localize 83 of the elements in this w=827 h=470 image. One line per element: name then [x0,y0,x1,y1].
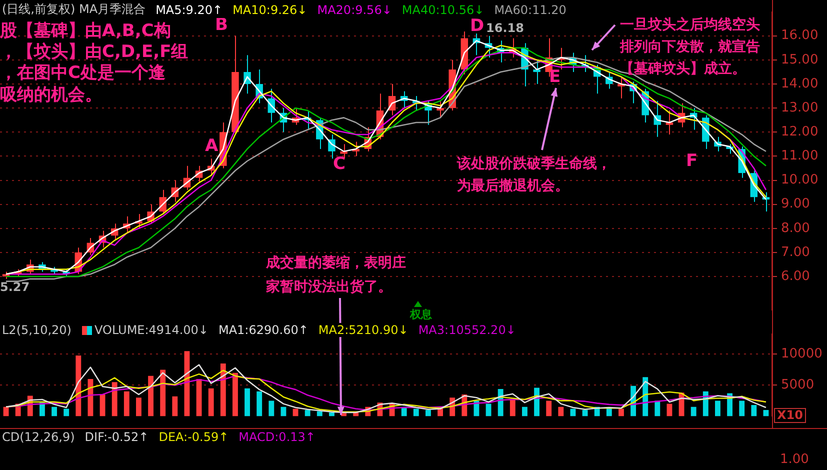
bar [172,396,178,416]
text: MA2:5210.90↓ [318,323,408,337]
bar [52,406,57,416]
y-tick-label: 10.00 [781,172,818,188]
bar [522,406,528,416]
bar [690,406,696,416]
candlestick [666,110,674,136]
chart-title: L2(5,10,20) [2,323,72,337]
annotation: 5.27 [0,280,30,294]
bar [316,411,322,416]
bar [546,400,552,416]
bar [268,400,274,416]
bar [220,364,226,416]
annotation: E [549,67,561,87]
bar [558,406,564,416]
annotation: 权息 [410,308,432,322]
text: MA20:9.56↓ [317,2,392,16]
bar [739,400,745,416]
annotation: C [333,154,346,174]
y-tick-label: 9.00 [781,196,810,212]
annotation: 该处股价跌破季生命线， [457,156,611,172]
text: X10 [774,408,806,424]
legend-label: VOLUME:4914.00↓ [94,323,208,337]
text: 1.00 [780,452,809,467]
text: DIF:-0.52↑ [84,430,149,444]
bar [64,408,70,416]
text: MA5:9.20↑ [156,2,223,16]
y-tick-label: 14.00 [781,76,818,92]
y-tick-label: 11.00 [781,148,818,164]
text: DEA:-0.59↑ [158,430,229,444]
annotation: 为最后撤退机会。 [457,178,569,194]
bar [112,382,118,416]
annotation: 排列向下发散，就宣告 [620,39,760,56]
annotation: F [686,151,698,171]
bar [654,400,660,416]
annotation: ，在图中C处是一个逢 [0,63,166,83]
text: CD(12,26,9) [2,430,75,444]
bar [304,410,310,416]
bar [160,370,166,416]
annotation: 一旦坟头之后均线空头 [620,17,760,34]
annotation: 股【墓碑】由A,B,C构 [0,21,171,41]
text: MA40:10.56↓ [402,2,484,16]
annotation: 家暂时没法出货了。 [266,279,392,296]
bar [124,391,130,416]
bar [751,405,757,416]
annotation: 16.18 [486,21,524,36]
bar [510,398,516,416]
y-tick-label: 12.00 [781,124,818,140]
y-tick-label: 16.00 [781,28,818,44]
bar [232,372,238,416]
bar [413,408,419,416]
text: MA3:10552.20↓ [418,323,516,337]
annotation: ，【坟头】由C,D,E,F组 [0,42,188,62]
bar [256,391,262,416]
bar [136,398,142,416]
y-tick-label: 7.00 [781,244,810,260]
bar [244,388,250,416]
y-tick-label: 6.00 [781,268,810,284]
bar [715,400,720,416]
bar [148,376,154,416]
annotation: B [215,15,228,35]
candlestick [436,100,444,118]
annotation: 【墓碑坟头】成立。 [620,61,746,78]
annotation: D [470,16,484,36]
y-tick-label: 15.00 [781,52,818,68]
chart-title: (日线,前复权) MA月季混合 [2,1,146,18]
text: MA1:6290.60↑ [218,323,308,337]
bar [329,412,334,416]
y-tick-label: 5000 [781,378,814,393]
y-tick-label: 10000 [781,346,822,362]
candlestick [533,59,540,84]
bar [208,388,214,416]
bar [618,408,624,416]
y-tick-label: 8.00 [781,220,810,236]
annotation: 成交量的萎缩，表明庄 [266,255,406,272]
text: MA10:9.26↓ [232,2,308,16]
text: MA60:11.20 [494,2,566,16]
annotation: 吸纳的机会。 [0,85,102,105]
y-tick-label: 13.00 [781,100,818,116]
bar [76,355,82,416]
annotation: A [205,136,218,156]
text: MACD:0.13↑ [238,430,316,444]
bar [426,410,431,416]
